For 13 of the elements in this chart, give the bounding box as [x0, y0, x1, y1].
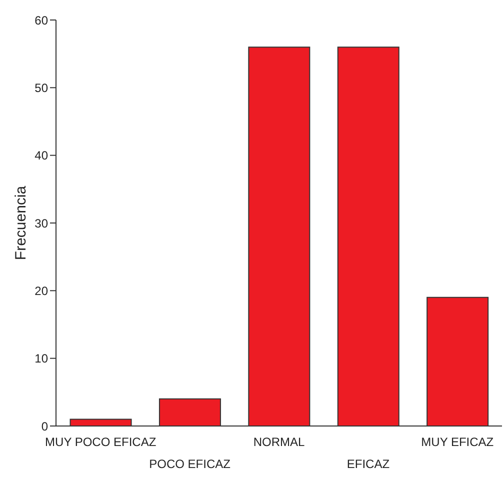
- y-tick-label: 30: [34, 216, 48, 230]
- y-tick-label: 40: [34, 148, 48, 163]
- y-tick-label: 20: [34, 284, 48, 298]
- y-tick-label: 0: [41, 419, 48, 434]
- y-tick-label: 50: [34, 80, 48, 95]
- x-tick-label: MUY EFICAZ: [421, 435, 494, 449]
- x-tick-label: MUY POCO EFICAZ: [45, 435, 156, 449]
- y-tick-label: 10: [34, 352, 48, 366]
- x-tick-label: POCO EFICAZ: [149, 457, 230, 471]
- x-tick-label: EFICAZ: [346, 457, 390, 471]
- y-tick-label: 60: [34, 13, 48, 28]
- x-tick-label: NORMAL: [253, 435, 305, 449]
- y-axis-title: Frecuencia: [12, 185, 30, 260]
